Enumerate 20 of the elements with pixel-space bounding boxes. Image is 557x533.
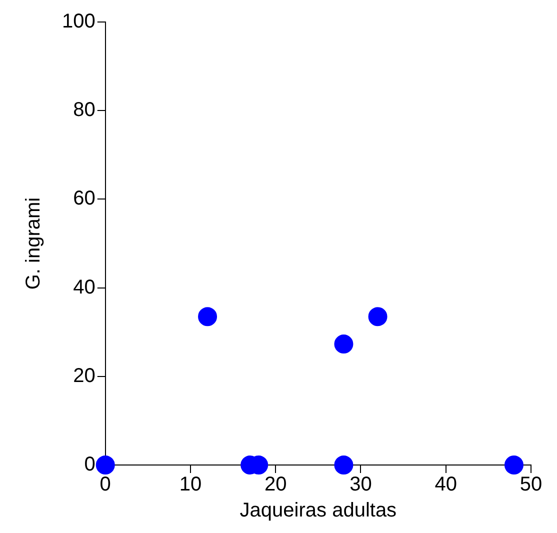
y-tick-label: 0 bbox=[84, 454, 96, 476]
y-tick-label: 60 bbox=[73, 188, 96, 210]
y-tick-label: 20 bbox=[73, 364, 96, 387]
x-tick-label: 40 bbox=[434, 474, 457, 496]
x-tick-label: 10 bbox=[179, 474, 202, 496]
point bbox=[334, 456, 354, 474]
x-tick-label: 50 bbox=[520, 474, 542, 496]
point bbox=[198, 307, 218, 326]
point bbox=[504, 456, 524, 474]
x-tick-label: 30 bbox=[350, 474, 372, 496]
x-tick-label: 0 bbox=[100, 474, 111, 496]
x-axis-title: Jaqueiras adultas bbox=[240, 500, 397, 522]
point bbox=[96, 456, 115, 474]
y-tick-label: 100 bbox=[62, 10, 96, 33]
point bbox=[368, 307, 388, 326]
y-tick-label: 40 bbox=[73, 276, 96, 298]
point bbox=[334, 334, 354, 354]
y-axis-title: G. ingrami bbox=[22, 197, 45, 290]
y-tick-label: 80 bbox=[73, 99, 96, 122]
x-tick-label: 20 bbox=[264, 474, 287, 496]
